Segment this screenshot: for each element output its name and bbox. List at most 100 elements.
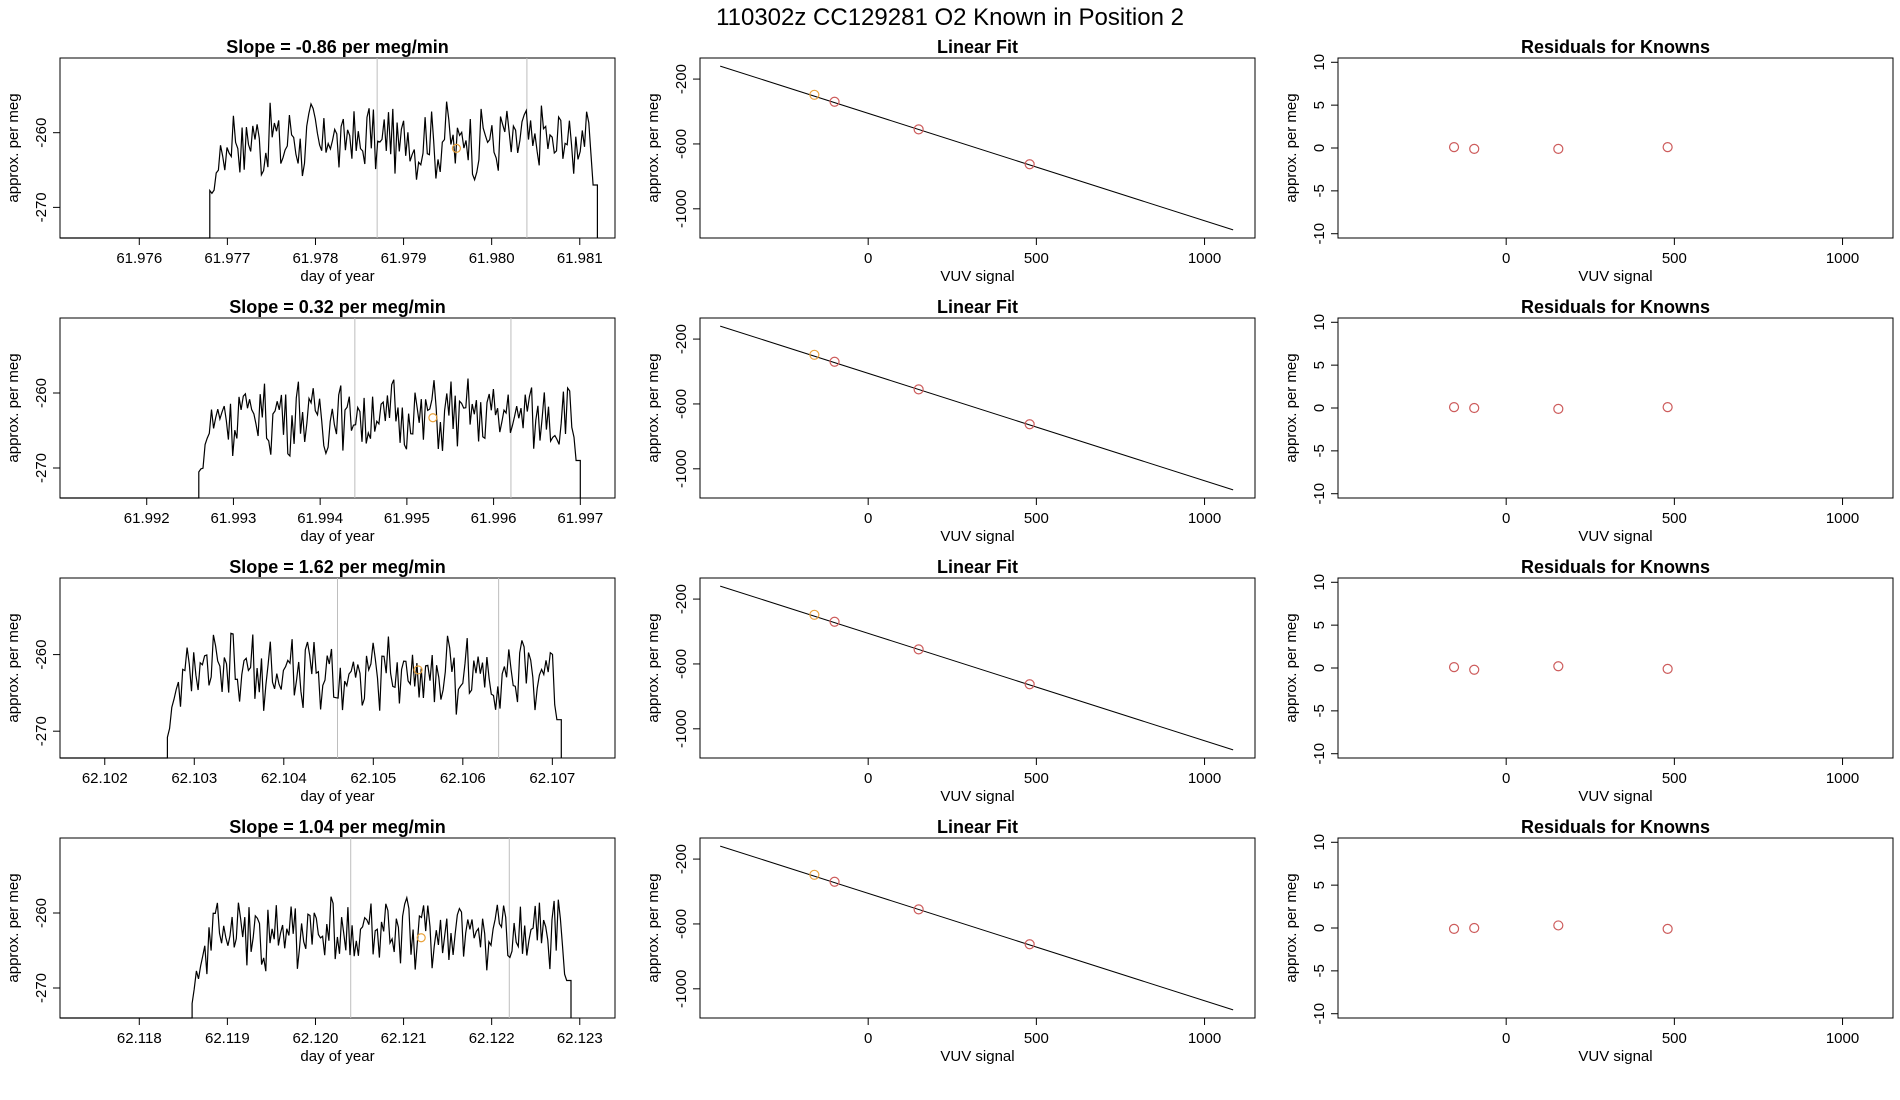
x-tick-label: 62.105	[350, 770, 396, 787]
y-tick-label: 10	[1311, 574, 1328, 591]
y-tick-label: -5	[1311, 444, 1328, 457]
y-tick-label: -600	[673, 389, 690, 419]
y-tick-label: -1000	[673, 970, 690, 1008]
panel-title: Residuals for Knowns	[1521, 557, 1710, 577]
data-point	[913, 124, 924, 135]
residual-point	[1553, 661, 1564, 672]
y-tick-label: 0	[1311, 664, 1328, 672]
plot-frame	[1337, 317, 1894, 499]
y-tick-label: -10	[1311, 743, 1328, 765]
x-tick-label: 1000	[1826, 250, 1859, 267]
x-tick-label: 61.980	[469, 250, 515, 267]
y-tick-label: -270	[33, 973, 50, 1003]
y-tick-label: -270	[33, 453, 50, 483]
x-axis-label: day of year	[300, 788, 374, 805]
panel-title: Linear Fit	[937, 37, 1018, 57]
x-tick-label: 61.992	[124, 510, 170, 527]
y-axis-label: approx. per meg	[645, 613, 662, 722]
x-tick-label: 62.118	[117, 1030, 162, 1047]
x-tick-label: 0	[1502, 770, 1510, 787]
data-point	[1024, 419, 1035, 430]
fit-line	[720, 325, 1234, 491]
signal-trace	[60, 895, 572, 1019]
known-point	[809, 609, 820, 620]
y-tick-label: -1000	[673, 450, 690, 488]
x-tick-label: 500	[1662, 770, 1687, 787]
x-tick-label: 500	[1024, 510, 1049, 527]
y-axis-label: approx. per meg	[5, 873, 22, 982]
known-point	[809, 869, 820, 880]
x-tick-label: 61.996	[471, 510, 517, 527]
y-tick-label: -5	[1311, 184, 1328, 197]
plot-frame	[59, 837, 616, 1019]
panel-title: Linear Fit	[937, 557, 1018, 577]
x-tick-label: 62.104	[261, 770, 307, 787]
x-tick-label: 62.120	[293, 1030, 339, 1047]
x-tick-label: 61.993	[210, 510, 256, 527]
data-point	[913, 644, 924, 655]
data-point	[829, 616, 840, 627]
x-tick-label: 1000	[1188, 250, 1221, 267]
y-tick-label: 5	[1311, 621, 1328, 629]
x-tick-label: 61.981	[557, 250, 603, 267]
x-tick-label: 62.106	[440, 770, 486, 787]
panel-3-1: Linear Fit 0 500 1000 VUV signal -200 -600 -100…	[645, 817, 1256, 1065]
y-tick-label: 5	[1311, 361, 1328, 369]
x-tick-label: 62.103	[171, 770, 217, 787]
known-point	[809, 89, 820, 100]
data-point	[829, 876, 840, 887]
fit-line	[720, 585, 1234, 751]
y-tick-label: 10	[1311, 834, 1328, 851]
plot-frame	[1337, 837, 1894, 1019]
x-tick-label: 61.997	[557, 510, 603, 527]
x-tick-label: 61.995	[384, 510, 430, 527]
x-tick-label: 62.122	[469, 1030, 515, 1047]
x-tick-label: 1000	[1188, 1030, 1221, 1047]
y-tick-label: 5	[1311, 101, 1328, 109]
x-tick-label: 500	[1024, 250, 1049, 267]
y-tick-label: -200	[673, 324, 690, 354]
y-axis-label: approx. per meg	[1283, 873, 1300, 982]
x-tick-label: 500	[1662, 1030, 1687, 1047]
panel-title: Slope = 0.32 per meg/min	[229, 297, 446, 317]
x-axis-label: VUV signal	[1578, 788, 1652, 805]
y-tick-label: -600	[673, 909, 690, 939]
signal-trace	[60, 632, 562, 759]
panel-3-2: Residuals for Knowns 0 500 1000 VUV signal 10…	[1311, 817, 1894, 1065]
y-tick-label: 10	[1311, 54, 1328, 71]
residual-point	[1448, 662, 1460, 673]
panel-title: Linear Fit	[937, 817, 1018, 837]
x-tick-label: 0	[864, 770, 872, 787]
panel-title: Slope = 1.04 per meg/min	[229, 817, 446, 837]
residual-point	[1469, 664, 1480, 675]
x-axis-label: VUV signal	[940, 1048, 1014, 1065]
x-tick-label: 62.102	[82, 770, 128, 787]
panel-1-2: Residuals for Knowns 0 500 1000 VUV signal 10…	[1311, 297, 1894, 545]
panel-2-0: Slope = 1.62 per meg/min 62.102 62.103 62.1…	[5, 557, 616, 805]
data-point	[1024, 939, 1035, 950]
residual-point	[1448, 402, 1460, 413]
x-tick-label: 1000	[1826, 770, 1859, 787]
y-axis-label: approx. per meg	[645, 873, 662, 982]
y-tick-label: -270	[33, 716, 50, 746]
residual-point	[1553, 143, 1564, 154]
x-tick-label: 0	[1502, 250, 1510, 267]
x-tick-label: 62.121	[381, 1030, 427, 1047]
residual-point	[1448, 142, 1460, 153]
fit-line	[720, 65, 1234, 231]
panel-title: Slope = 1.62 per meg/min	[229, 557, 446, 577]
x-tick-label: 62.123	[557, 1030, 603, 1047]
x-tick-label: 1000	[1826, 1030, 1859, 1047]
known-marker	[413, 665, 423, 675]
y-tick-label: -10	[1311, 223, 1328, 245]
y-tick-label: -5	[1311, 964, 1328, 977]
residual-point	[1553, 920, 1564, 931]
panel-0-0: Slope = -0.86 per meg/min 61.976 61.977 61.…	[5, 37, 616, 285]
y-tick-label: -260	[33, 898, 50, 928]
y-axis-label: approx. per meg	[645, 353, 662, 462]
x-tick-label: 0	[864, 250, 872, 267]
x-tick-label: 500	[1024, 1030, 1049, 1047]
x-axis-label: day of year	[300, 268, 374, 285]
known-marker	[416, 933, 426, 943]
